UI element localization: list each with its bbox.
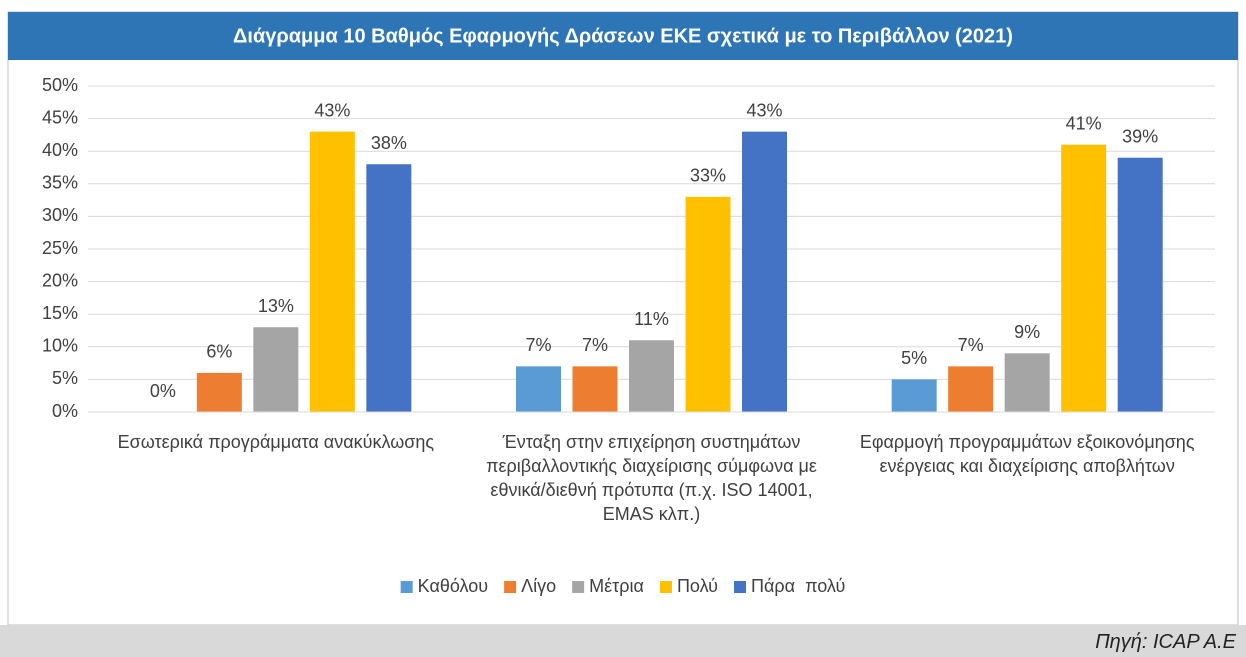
bar xyxy=(572,366,618,412)
bar xyxy=(1117,157,1163,412)
data-label: 6% xyxy=(206,342,232,362)
legend-label: Καθόλου xyxy=(418,576,488,596)
y-tick-label: 35% xyxy=(42,173,78,193)
y-tick-label: 20% xyxy=(42,270,78,290)
bar xyxy=(309,131,355,412)
y-tick-label: 0% xyxy=(52,401,78,421)
y-tick-label: 5% xyxy=(52,368,78,388)
bar xyxy=(1061,144,1107,412)
legend-swatch xyxy=(659,581,672,593)
bar xyxy=(196,372,242,412)
y-tick-label: 40% xyxy=(42,140,78,160)
legend-label: Λίγο xyxy=(521,576,556,596)
data-label: 33% xyxy=(690,166,726,186)
x-tick-label: Εσωτερικά προγράμματα ανακύκλωσης xyxy=(117,432,435,452)
bar xyxy=(685,196,731,412)
legend-swatch xyxy=(504,581,517,593)
legend-swatch xyxy=(734,581,747,593)
legend-swatch xyxy=(572,581,585,593)
bar xyxy=(253,327,299,412)
y-tick-label: 45% xyxy=(42,107,78,127)
data-label: 43% xyxy=(314,100,350,120)
bar xyxy=(516,366,561,412)
source: Πηγή: ICAP A.E xyxy=(1095,631,1236,653)
data-label: 7% xyxy=(525,335,551,355)
frame xyxy=(7,11,1239,626)
title-bar xyxy=(8,12,1238,60)
bar xyxy=(1004,353,1050,412)
bar xyxy=(891,379,937,412)
bar xyxy=(948,366,994,412)
bar xyxy=(742,131,787,412)
data-label: 38% xyxy=(371,133,407,153)
legend-label: Μέτρια xyxy=(589,576,644,596)
y-tick-label: 30% xyxy=(42,205,78,225)
data-label: 13% xyxy=(258,296,294,316)
y-tick-label: 50% xyxy=(42,75,78,95)
source-bar xyxy=(0,625,1246,657)
data-label: 11% xyxy=(634,309,669,329)
y-tick-label: 25% xyxy=(42,238,78,258)
chart-title: Διάγραμμα 10 Βαθμός Εφαρμογής Δράσεων ΕΚ… xyxy=(233,25,1013,47)
data-label: 39% xyxy=(1122,126,1158,146)
data-label: 9% xyxy=(1014,322,1040,342)
bar xyxy=(366,164,412,412)
y-tick-label: 10% xyxy=(42,336,78,356)
x-tick-label: Ένταξη στην επιχείρηση συστημάτων περιβα… xyxy=(486,432,817,524)
legend-label: Πάρα πολύ xyxy=(751,576,845,596)
data-label: 5% xyxy=(901,348,927,368)
x-tick-label: Εφαρμογή προγραμμάτων εξοικονόμησης ενέρ… xyxy=(859,432,1195,476)
data-label: 41% xyxy=(1066,113,1102,133)
data-label: 0% xyxy=(150,381,176,401)
bar xyxy=(629,340,674,412)
legend-swatch xyxy=(400,581,413,593)
y-tick-label: 15% xyxy=(42,303,78,323)
data-label: 7% xyxy=(958,335,984,355)
legend-label: Πολύ xyxy=(677,576,718,596)
data-label: 7% xyxy=(582,335,608,355)
data-label: 43% xyxy=(746,100,782,120)
